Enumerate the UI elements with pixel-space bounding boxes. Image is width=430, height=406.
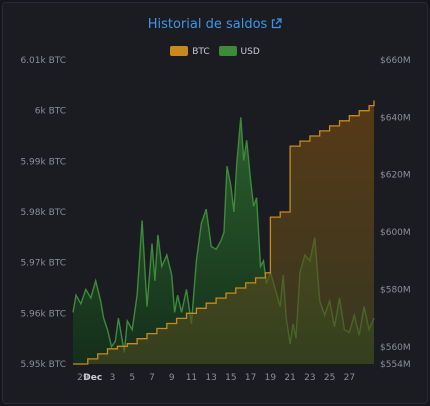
x-tick-label: 25 [324,373,335,383]
x-tick-label: 13 [205,373,216,383]
btc-area [73,100,374,364]
y-right-tick-label: $560M [380,343,411,353]
x-tick-label: 29 [77,373,89,383]
chart-title-link[interactable]: Historial de saldos [0,17,430,32]
x-tick-label: 19 [265,373,277,383]
y-left-tick-label: 5.95k BTC [20,360,66,370]
btc-line [73,100,375,365]
legend-item-usd[interactable]: USD [218,46,260,57]
x-tick-label: 15 [225,373,236,383]
y-right-tick-label: $660M [380,56,411,66]
y-right-tick-label: $620M [380,171,411,181]
x-tick-label: 27 [344,373,355,383]
x-tick-label: 21 [284,373,295,383]
legend-swatch-btc [170,46,189,56]
y-left-tick-label: 5.99k BTC [20,157,66,167]
legend-item-btc[interactable]: BTC [170,46,210,57]
x-tick-label: 7 [149,373,155,383]
y-left-tick-label: 5.97k BTC [20,259,66,269]
chart-legend: BTC USD [0,46,430,57]
y-left-tick-label: 6.01k BTC [20,56,66,66]
x-tick-label: Dec [83,373,102,383]
y-right-tick-label: $554M [380,360,411,370]
legend-label-usd: USD [240,47,260,57]
y-right-tick-label: $580M [380,285,411,295]
x-tick-label: 9 [169,373,175,383]
x-tick-label: 23 [304,373,315,383]
y-left-tick-label: 6k BTC [35,107,66,117]
y-left-tick-label: 5.98k BTC [20,208,66,218]
x-tick-label: 5 [129,373,135,383]
chart-title[interactable]: Historial de saldos [147,17,268,32]
y-right-tick-label: $600M [380,228,411,238]
y-right-tick-label: $640M [380,113,411,123]
x-tick-label: 17 [245,373,256,383]
legend-swatch-usd [218,46,237,56]
y-left-tick-label: 5.96k BTC [20,309,66,319]
x-tick-label: 3 [110,373,116,383]
x-tick-label: 11 [186,373,197,383]
legend-label-btc: BTC [192,47,210,57]
external-link-icon[interactable] [271,18,282,29]
